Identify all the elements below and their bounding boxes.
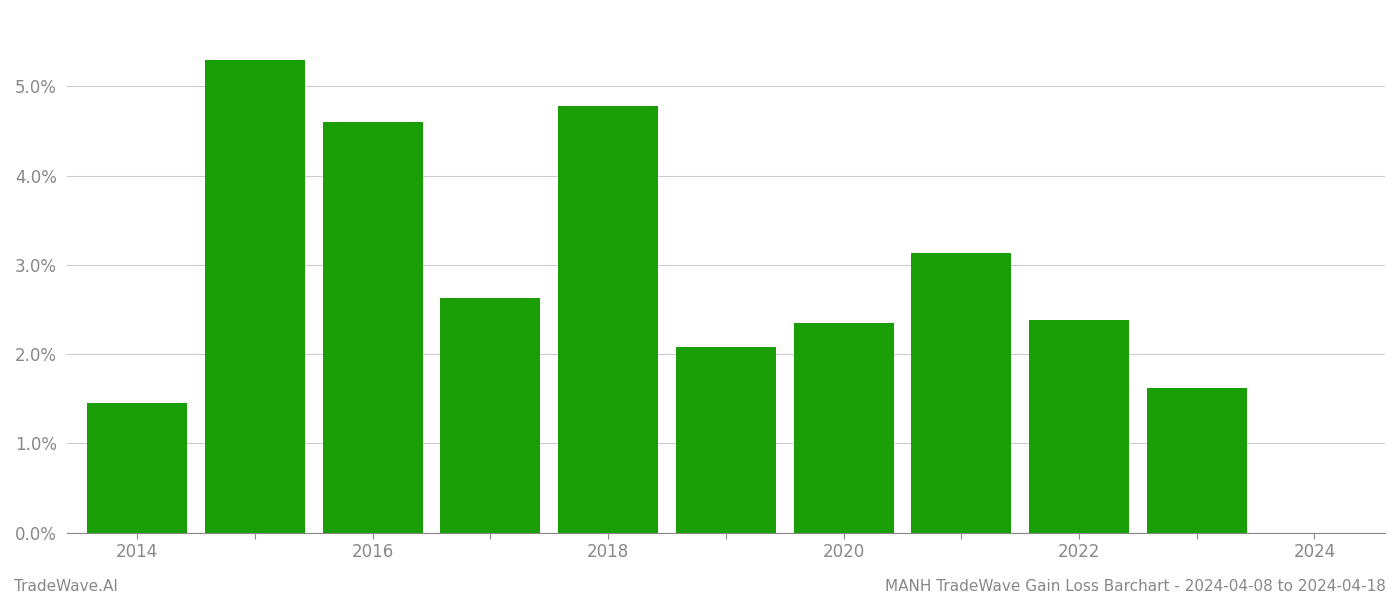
Bar: [87, 403, 188, 533]
Bar: [676, 347, 776, 533]
Bar: [204, 59, 305, 533]
Text: TradeWave.AI: TradeWave.AI: [14, 579, 118, 594]
Text: MANH TradeWave Gain Loss Barchart - 2024-04-08 to 2024-04-18: MANH TradeWave Gain Loss Barchart - 2024…: [885, 579, 1386, 594]
Bar: [441, 298, 540, 533]
Bar: [559, 106, 658, 533]
Bar: [911, 253, 1011, 533]
Bar: [794, 323, 893, 533]
Bar: [1147, 388, 1246, 533]
Bar: [1029, 320, 1128, 533]
Bar: [323, 122, 423, 533]
